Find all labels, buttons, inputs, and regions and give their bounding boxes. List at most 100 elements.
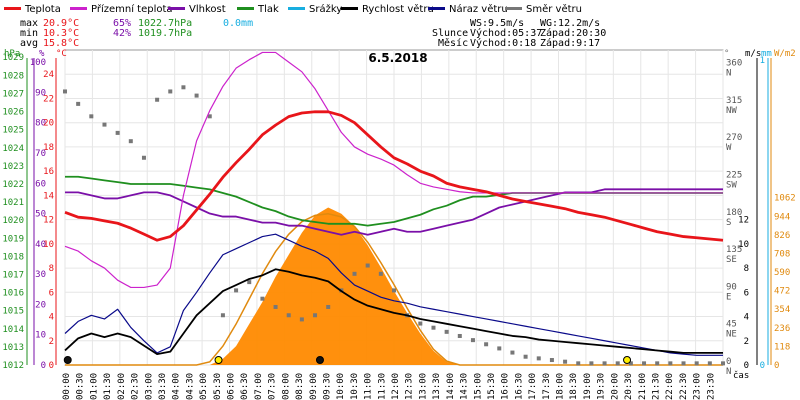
c-tick-label: 12 xyxy=(43,216,54,226)
solar-radiation xyxy=(65,207,723,366)
wind-direction-point xyxy=(470,338,475,343)
legend-label: Teplota xyxy=(24,4,61,15)
hour-tick-label: 14:30 xyxy=(460,373,470,400)
max-temp: 20.9°C xyxy=(43,18,79,29)
wind-direction-point xyxy=(63,89,67,94)
dir-tick-label: 315 xyxy=(726,96,742,106)
hpa-tick-label: 1014 xyxy=(2,325,24,335)
wind-direction-point xyxy=(378,271,383,276)
hpa-tick-label: 1019 xyxy=(2,234,24,244)
axis-title-mm: mm xyxy=(761,49,772,59)
legend-swatch xyxy=(168,7,185,10)
wind-direction-point xyxy=(510,350,515,355)
legend-label: Náraz větru xyxy=(449,3,508,15)
rad-tick-label: 1062 xyxy=(774,194,796,204)
hour-tick-label: 20:00 xyxy=(610,373,620,400)
ms-tick-label: 0 xyxy=(744,361,749,371)
c-tick-label: 22 xyxy=(43,94,54,104)
hour-tick-label: 22:00 xyxy=(665,373,675,400)
legend-label: Tlak xyxy=(257,4,279,15)
wind-direction-point xyxy=(76,101,81,106)
sunrise-marker xyxy=(214,356,223,364)
hour-tick-label: 04:00 xyxy=(172,373,182,400)
hour-tick-label: 12:30 xyxy=(405,373,415,400)
hour-tick-label: 05:00 xyxy=(199,373,209,400)
hour-tick-label: 18:30 xyxy=(569,373,579,400)
axes: 1012101310141015101610171018101910201021… xyxy=(2,53,795,400)
hpa-tick-label: 1026 xyxy=(2,108,24,118)
wind-direction-point xyxy=(576,361,581,366)
legend-label: Rychlost větru xyxy=(362,3,434,15)
wind-direction-point xyxy=(102,122,107,127)
hpa-tick-label: 1022 xyxy=(2,180,24,190)
hour-tick-label: 11:00 xyxy=(364,373,374,400)
hour-tick-label: 03:00 xyxy=(144,373,154,400)
rad-tick-label: 118 xyxy=(774,342,790,352)
wind-direction-point xyxy=(365,263,370,268)
wind-direction-point xyxy=(615,361,620,366)
ms-tick-label: 2 xyxy=(744,337,749,347)
wind-direction-point xyxy=(563,359,568,364)
series-line-Rychlost větru xyxy=(64,268,723,355)
wind-direction-point xyxy=(668,361,673,366)
wind-direction-point xyxy=(234,288,239,293)
wind-direction-point xyxy=(392,288,396,293)
rad-tick-label: 590 xyxy=(774,268,790,278)
axis-title-deg: ° xyxy=(724,49,729,59)
hpa-tick-label: 1016 xyxy=(2,289,24,299)
wind-direction-point xyxy=(457,333,462,338)
hour-tick-label: 08:00 xyxy=(281,373,291,400)
hour-tick-label: 03:30 xyxy=(158,373,168,400)
sun-label: Slunce xyxy=(432,28,468,39)
data-lines xyxy=(64,51,724,356)
hour-tick-label: 15:00 xyxy=(473,373,483,400)
solar-max-line xyxy=(65,213,723,366)
dir-tick-label: 45 xyxy=(726,320,737,330)
c-tick-label: 24 xyxy=(43,70,54,80)
wind-direction-point xyxy=(141,155,146,160)
hour-tick-label: 06:00 xyxy=(227,373,237,400)
legend-swatch xyxy=(288,7,305,10)
mm-tick-label: 1 xyxy=(760,56,765,66)
wind-direction-point xyxy=(89,114,94,119)
max-press: 1022.7hPa xyxy=(138,18,192,29)
wind-direction-point xyxy=(681,361,686,366)
ms-tick-label: 6 xyxy=(744,288,749,298)
ms-tick-label: 8 xyxy=(744,264,749,274)
c-tick-label: 10 xyxy=(43,240,54,250)
axis-title-pct: % xyxy=(39,49,45,59)
ms-tick-label: 10 xyxy=(738,240,749,250)
hour-tick-label: 15:30 xyxy=(487,373,497,400)
max-hum: 65% xyxy=(113,18,131,29)
dir-tick-label: SE xyxy=(726,255,737,265)
hour-tick-label: 10:30 xyxy=(350,373,360,400)
astro-block: WS:9.5m/s WG:12.2m/s Slunce Východ:05:37… xyxy=(432,18,606,49)
sunset-marker xyxy=(623,356,632,364)
legend-swatch xyxy=(428,7,445,10)
hour-tick-label: 01:30 xyxy=(103,373,113,400)
hour-tick-label: 09:00 xyxy=(309,373,319,400)
rad-tick-label: 354 xyxy=(774,305,790,315)
dir-tick-label: NW xyxy=(726,106,737,116)
axis-title-wm: W/m2 xyxy=(774,49,796,59)
c-tick-label: 20 xyxy=(43,119,54,129)
ms-tick-label: 12 xyxy=(738,216,749,226)
hour-tick-label: 07:00 xyxy=(254,373,264,400)
hour-tick-label: 16:30 xyxy=(514,373,524,400)
wind-direction-point xyxy=(207,114,212,119)
hour-tick-label: 23:00 xyxy=(693,373,703,400)
wind-direction-points xyxy=(63,85,725,366)
min-press: 1019.7hPa xyxy=(138,28,192,39)
pct-tick-label: 30 xyxy=(35,270,46,280)
hour-tick-label: 21:00 xyxy=(638,373,648,400)
legend-swatch xyxy=(341,7,358,10)
hour-tick-label: 00:30 xyxy=(76,373,86,400)
series-line-Vlhkost xyxy=(65,188,723,236)
axis-title-time: čas xyxy=(733,370,749,381)
axis-title-hpa: hPa xyxy=(4,49,20,59)
hour-tick-label: 14:00 xyxy=(446,373,456,400)
c-tick-label: 16 xyxy=(43,167,54,177)
hpa-tick-label: 1017 xyxy=(2,270,24,280)
